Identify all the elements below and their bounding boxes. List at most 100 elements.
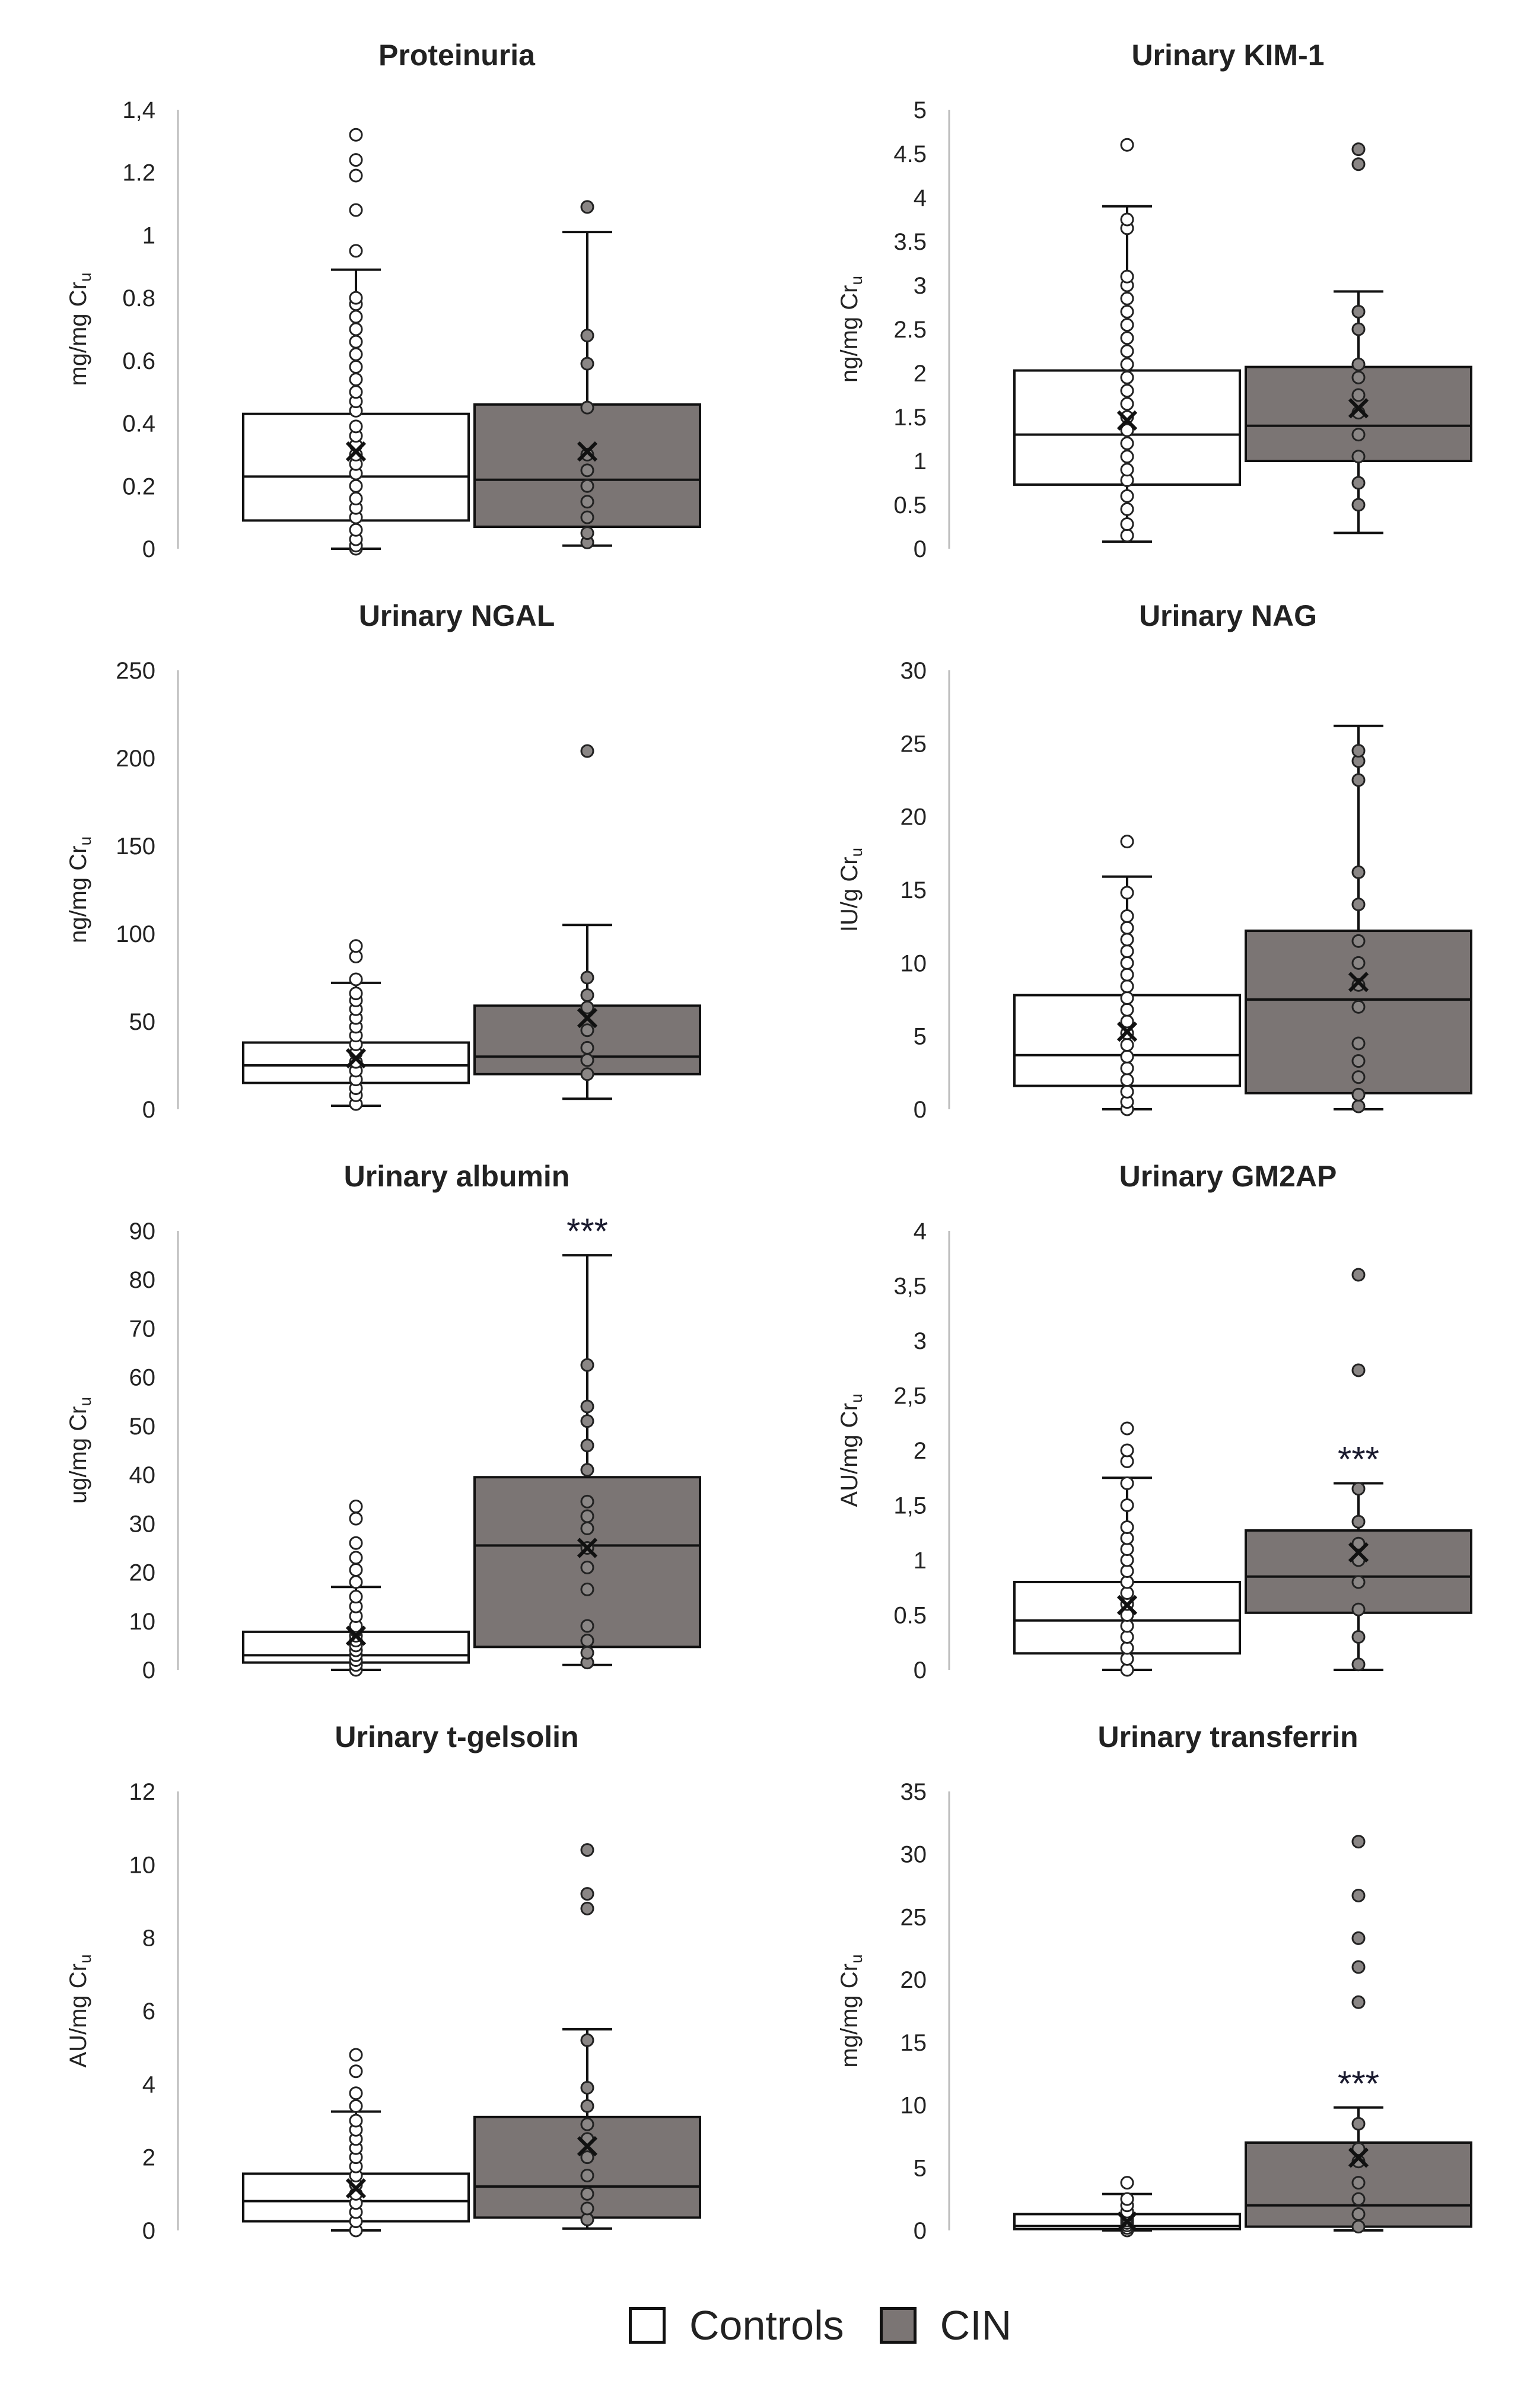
data-point-cin [580, 1053, 594, 1067]
data-point-cin [580, 2169, 594, 2182]
y-axis-label: mg/mg Cru [836, 1954, 866, 2067]
legend: Controls CIN [629, 2290, 1047, 2361]
panel-urinary-ngal: Urinary NGAL 0 50 100 150 200 250 ng/mg Cru [65, 599, 701, 1123]
y-tick-label: 0.6 [122, 348, 155, 374]
data-point-cin [580, 1463, 594, 1477]
y-tick-label: 50 [129, 1009, 156, 1035]
data-point-cin [1351, 1482, 1366, 1496]
data-point-controls [349, 322, 363, 336]
data-point-cin [1351, 357, 1366, 371]
y-axis-label-subscript: u [76, 1397, 94, 1406]
data-point-cin [1351, 1835, 1366, 1849]
y-tick-label: 0.5 [893, 492, 927, 518]
mean-marker-controls [345, 1625, 367, 1646]
data-point-controls [1120, 1037, 1134, 1052]
y-tick-label: 15 [901, 2030, 927, 2056]
y-tick-label: 2 [914, 361, 927, 387]
panel-urinary-transferrin: Urinary transferrin 0 5 10 15 20 25 30 35 mg/mg C… [836, 1720, 1472, 2244]
data-point-controls [349, 385, 363, 399]
data-point-cin [580, 400, 594, 415]
data-point-cin [1351, 1099, 1366, 1113]
y-tick-label: 3.5 [893, 229, 927, 255]
data-point-controls [1120, 502, 1134, 516]
data-point-cin [580, 2117, 594, 2131]
data-point-controls [349, 1590, 363, 1604]
data-point-cin [1351, 1087, 1366, 1102]
data-point-controls [349, 1500, 363, 1514]
data-point-cin [1351, 898, 1366, 912]
panel-urinary-kim-1: Urinary KIM-1 0 0.5 1 1.5 2 2.5 3 3.5 4 4.5 5 ng/mg … [836, 39, 1472, 562]
legend-swatch-cin [879, 2307, 917, 2344]
data-point-cin [580, 2099, 594, 2113]
data-point-controls [349, 2114, 363, 2128]
data-point-cin [1351, 2207, 1366, 2222]
y-axis-label: ug/mg Cru [65, 1397, 94, 1504]
data-point-cin [1351, 2117, 1366, 2131]
data-point-cin [580, 2187, 594, 2201]
panel-title: Urinary transferrin [1097, 1720, 1358, 1753]
data-point-cin [580, 1509, 594, 1523]
data-point-controls [1120, 1002, 1134, 1017]
y-tick-label: 1.5 [893, 405, 927, 431]
data-point-cin [1351, 1514, 1366, 1529]
significance-label: *** [567, 1211, 608, 1251]
y-tick-label: 30 [129, 1511, 156, 1537]
panel-title: Urinary albumin [344, 1160, 570, 1193]
panel-proteinuria: Proteinuria 0 0.2 0.4 0.6 0.8 1 1.2 1,4 mg/mg Cru [65, 39, 701, 562]
data-point-cin [1351, 1036, 1366, 1051]
y-tick-label: 30 [901, 658, 927, 684]
data-point-cin [580, 2081, 594, 2095]
data-point-cin [580, 1399, 594, 1414]
data-point-controls [1120, 1520, 1134, 1534]
data-point-controls [1120, 1421, 1134, 1436]
data-point-cin [1351, 934, 1366, 948]
data-point-controls [349, 203, 363, 217]
y-tick-label: 0 [914, 2218, 927, 2244]
y-tick-label: 3 [914, 273, 927, 299]
data-point-cin [580, 1619, 594, 1633]
significance-label: *** [1338, 2064, 1379, 2103]
y-tick-label: 90 [129, 1218, 156, 1245]
legend-label-controls: Controls [689, 2302, 844, 2348]
y-tick-label: 1.2 [122, 160, 155, 186]
y-tick-label: 25 [901, 731, 927, 757]
mean-marker-controls [1116, 1021, 1138, 1042]
data-point-controls [1120, 450, 1134, 464]
panel-urinary-nag: Urinary NAG 0 5 10 15 20 25 30 IU/g Cru [836, 599, 1472, 1123]
data-point-controls [1120, 835, 1134, 849]
data-point-controls [1120, 2192, 1134, 2206]
y-tick-label: 10 [129, 1852, 156, 1878]
data-point-cin [580, 2201, 594, 2216]
y-tick-label: 2 [142, 2145, 155, 2171]
data-point-controls [1120, 1476, 1134, 1490]
y-tick-label: 80 [129, 1267, 156, 1293]
data-point-cin [1351, 1888, 1366, 1902]
data-point-controls [349, 153, 363, 167]
panel-title: Urinary NAG [1139, 599, 1317, 632]
data-point-cin [580, 744, 594, 758]
mean-marker-controls [1116, 1595, 1138, 1615]
mean-marker-controls [1116, 410, 1138, 431]
data-point-cin [1351, 388, 1366, 402]
data-point-cin [580, 1582, 594, 1596]
data-point-cin [1351, 773, 1366, 787]
y-tick-label: 150 [116, 833, 155, 860]
data-point-controls [349, 419, 363, 434]
y-axis-label-subscript: u [76, 272, 94, 282]
mean-marker-cin [577, 441, 598, 462]
panel-title: Proteinuria [378, 39, 536, 72]
y-axis-label: ng/mg Cru [65, 836, 94, 943]
data-point-cin [580, 1067, 594, 1081]
data-point-cin [1351, 157, 1366, 171]
data-point-cin [580, 463, 594, 478]
data-point-controls [1120, 956, 1134, 970]
panel-title: Urinary KIM-1 [1131, 39, 1324, 72]
data-point-cin [1351, 956, 1366, 970]
data-point-controls [349, 373, 363, 387]
data-point-controls [1120, 331, 1134, 345]
y-tick-label: 4.5 [893, 141, 927, 167]
y-tick-label: 2 [914, 1438, 927, 1464]
data-point-controls [1120, 212, 1134, 227]
data-point-controls [1120, 370, 1134, 384]
data-point-cin [1351, 1000, 1366, 1014]
